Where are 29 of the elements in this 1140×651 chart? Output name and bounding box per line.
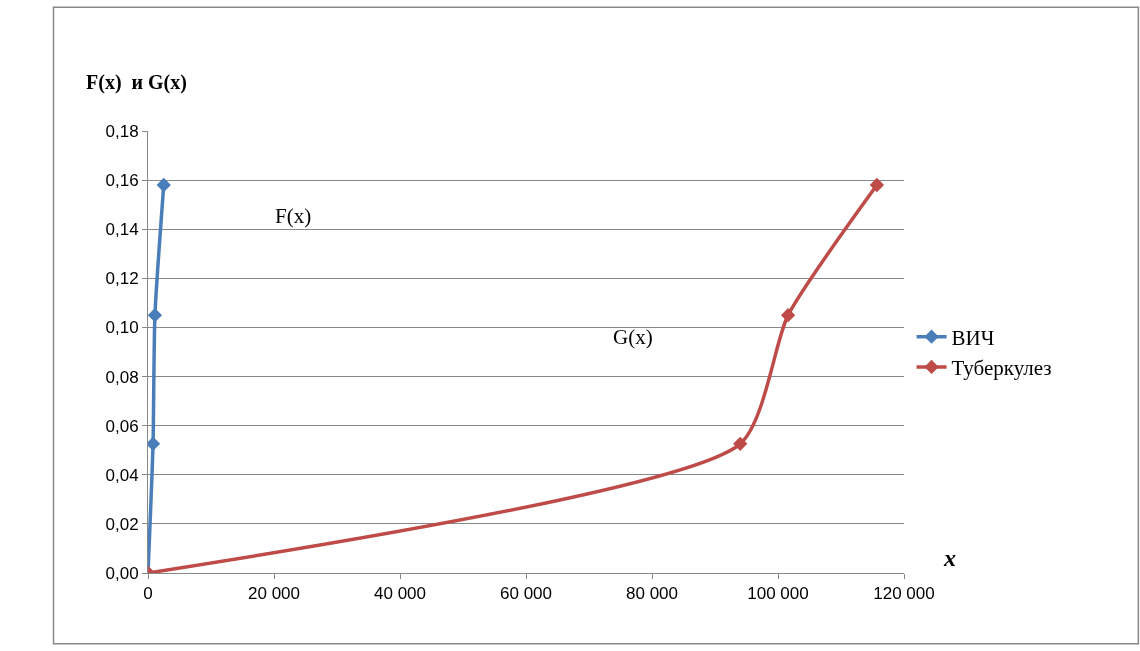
x-tick-label: 0 xyxy=(143,584,153,604)
y-tick-label: 0,06 xyxy=(105,416,139,436)
x-tick-label: 120 000 xyxy=(873,584,935,604)
y-tick-label: 0,08 xyxy=(105,367,139,387)
x-tick-label: 80 000 xyxy=(626,584,678,604)
x-tick-label: 60 000 xyxy=(500,584,552,604)
y-axis-title: F(x) и G(x) xyxy=(86,71,187,94)
y-tick-label: 0,02 xyxy=(105,514,139,534)
x-tick-label: 100 000 xyxy=(747,584,809,604)
y-tick-label: 0,12 xyxy=(105,269,139,289)
point xyxy=(733,436,748,451)
annotation: G(x) xyxy=(613,325,653,349)
y-tick-label: 0,10 xyxy=(105,318,139,338)
point xyxy=(148,308,163,323)
y-tick-label: 0,14 xyxy=(105,220,139,240)
y-tick-label: 0,04 xyxy=(105,465,139,485)
legend-label: Туберкулез xyxy=(951,356,1052,381)
point xyxy=(156,177,171,193)
y-tick-label: 0,18 xyxy=(105,121,139,141)
y-tick-label: 0,00 xyxy=(105,563,139,583)
x-tick-label: 20 000 xyxy=(248,584,300,604)
point xyxy=(869,177,885,193)
point xyxy=(780,308,796,323)
x-axis-title: x xyxy=(943,545,956,571)
legend-label: ВИЧ xyxy=(951,325,995,350)
point xyxy=(148,436,161,451)
x-tick-label: 40 000 xyxy=(374,584,426,604)
y-tick-label: 0,16 xyxy=(105,171,139,191)
annotation: F(x) xyxy=(275,204,312,228)
